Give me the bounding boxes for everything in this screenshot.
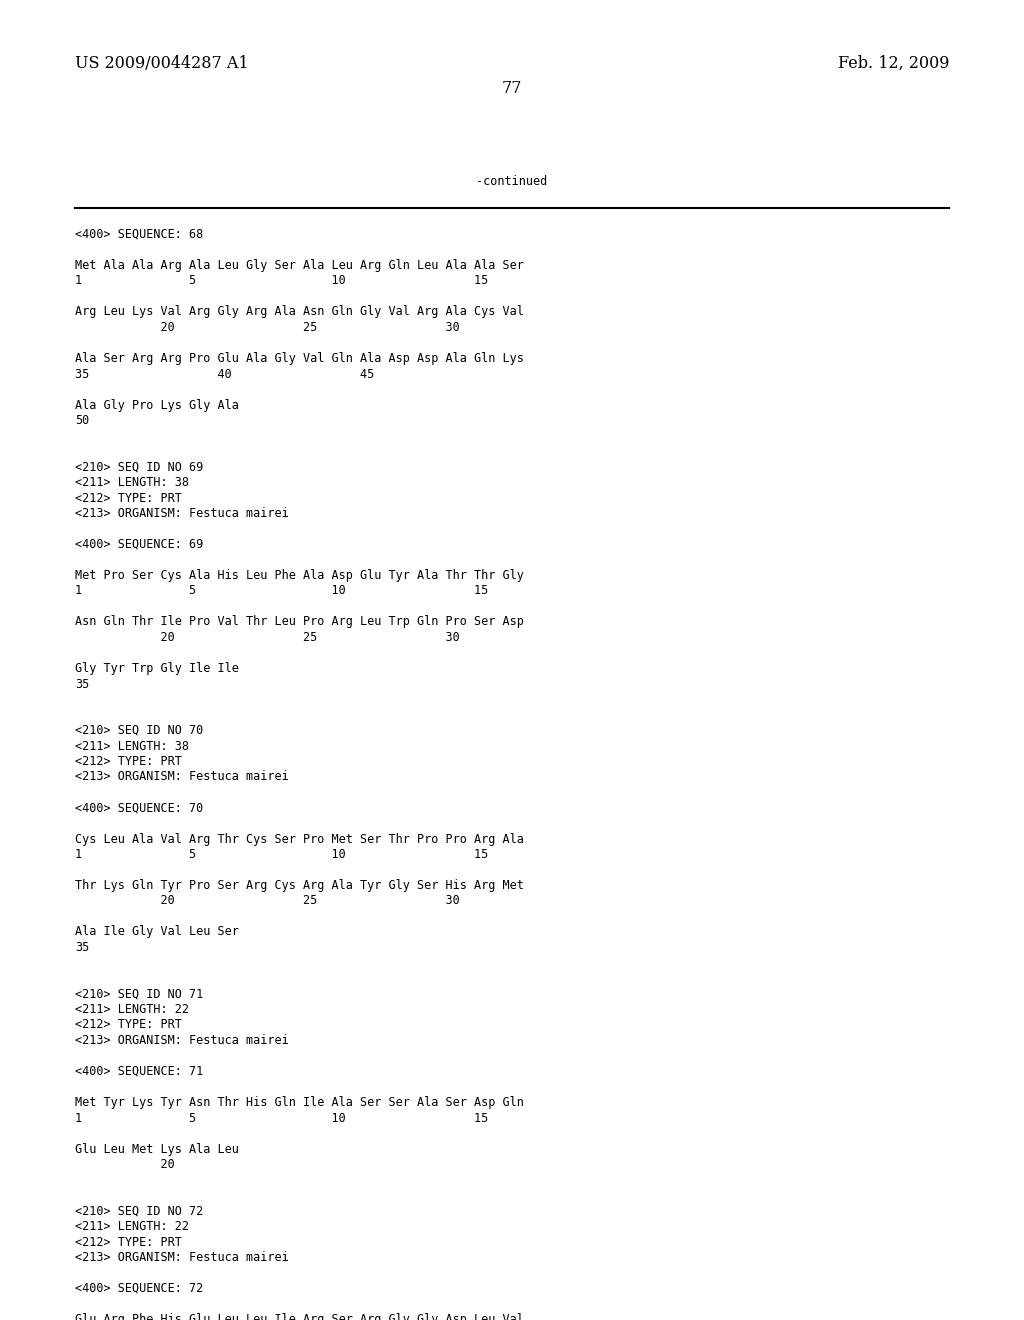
Text: 77: 77: [502, 81, 522, 96]
Text: <212> TYPE: PRT: <212> TYPE: PRT: [75, 1019, 182, 1031]
Text: <210> SEQ ID NO 69: <210> SEQ ID NO 69: [75, 461, 203, 474]
Text: US 2009/0044287 A1: US 2009/0044287 A1: [75, 55, 249, 73]
Text: <212> TYPE: PRT: <212> TYPE: PRT: [75, 1236, 182, 1249]
Text: <211> LENGTH: 22: <211> LENGTH: 22: [75, 1003, 189, 1016]
Text: <210> SEQ ID NO 71: <210> SEQ ID NO 71: [75, 987, 203, 1001]
Text: Ala Gly Pro Lys Gly Ala: Ala Gly Pro Lys Gly Ala: [75, 399, 239, 412]
Text: 20                  25                  30: 20 25 30: [75, 631, 460, 644]
Text: <213> ORGANISM: Festuca mairei: <213> ORGANISM: Festuca mairei: [75, 1251, 289, 1265]
Text: 35                  40                  45: 35 40 45: [75, 367, 374, 380]
Text: <213> ORGANISM: Festuca mairei: <213> ORGANISM: Festuca mairei: [75, 507, 289, 520]
Text: <400> SEQUENCE: 70: <400> SEQUENCE: 70: [75, 801, 203, 814]
Text: Asn Gln Thr Ile Pro Val Thr Leu Pro Arg Leu Trp Gln Pro Ser Asp: Asn Gln Thr Ile Pro Val Thr Leu Pro Arg …: [75, 615, 524, 628]
Text: <213> ORGANISM: Festuca mairei: <213> ORGANISM: Festuca mairei: [75, 1034, 289, 1047]
Text: Arg Leu Lys Val Arg Gly Arg Ala Asn Gln Gly Val Arg Ala Cys Val: Arg Leu Lys Val Arg Gly Arg Ala Asn Gln …: [75, 305, 524, 318]
Text: Glu Arg Phe His Glu Leu Leu Ile Arg Ser Arg Gly Gly Asp Leu Val: Glu Arg Phe His Glu Leu Leu Ile Arg Ser …: [75, 1313, 524, 1320]
Text: -continued: -continued: [476, 176, 548, 187]
Text: 1               5                   10                  15: 1 5 10 15: [75, 847, 488, 861]
Text: <212> TYPE: PRT: <212> TYPE: PRT: [75, 491, 182, 504]
Text: <400> SEQUENCE: 71: <400> SEQUENCE: 71: [75, 1065, 203, 1078]
Text: 1               5                   10                  15: 1 5 10 15: [75, 1111, 488, 1125]
Text: 20                  25                  30: 20 25 30: [75, 321, 460, 334]
Text: Ala Ser Arg Arg Pro Glu Ala Gly Val Gln Ala Asp Asp Ala Gln Lys: Ala Ser Arg Arg Pro Glu Ala Gly Val Gln …: [75, 352, 524, 366]
Text: 20: 20: [75, 1158, 175, 1171]
Text: 35: 35: [75, 941, 89, 954]
Text: Glu Leu Met Lys Ala Leu: Glu Leu Met Lys Ala Leu: [75, 1143, 239, 1155]
Text: Cys Leu Ala Val Arg Thr Cys Ser Pro Met Ser Thr Pro Pro Arg Ala: Cys Leu Ala Val Arg Thr Cys Ser Pro Met …: [75, 833, 524, 846]
Text: Met Tyr Lys Tyr Asn Thr His Gln Ile Ala Ser Ser Ala Ser Asp Gln: Met Tyr Lys Tyr Asn Thr His Gln Ile Ala …: [75, 1096, 524, 1109]
Text: <211> LENGTH: 38: <211> LENGTH: 38: [75, 739, 189, 752]
Text: <400> SEQUENCE: 68: <400> SEQUENCE: 68: [75, 228, 203, 242]
Text: Feb. 12, 2009: Feb. 12, 2009: [838, 55, 949, 73]
Text: Met Pro Ser Cys Ala His Leu Phe Ala Asp Glu Tyr Ala Thr Thr Gly: Met Pro Ser Cys Ala His Leu Phe Ala Asp …: [75, 569, 524, 582]
Text: <211> LENGTH: 38: <211> LENGTH: 38: [75, 477, 189, 488]
Text: Met Ala Ala Arg Ala Leu Gly Ser Ala Leu Arg Gln Leu Ala Ala Ser: Met Ala Ala Arg Ala Leu Gly Ser Ala Leu …: [75, 259, 524, 272]
Text: <210> SEQ ID NO 70: <210> SEQ ID NO 70: [75, 723, 203, 737]
Text: 1               5                   10                  15: 1 5 10 15: [75, 275, 488, 288]
Text: 50: 50: [75, 414, 89, 426]
Text: <211> LENGTH: 22: <211> LENGTH: 22: [75, 1220, 189, 1233]
Text: <213> ORGANISM: Festuca mairei: <213> ORGANISM: Festuca mairei: [75, 771, 289, 784]
Text: <400> SEQUENCE: 72: <400> SEQUENCE: 72: [75, 1282, 203, 1295]
Text: <400> SEQUENCE: 69: <400> SEQUENCE: 69: [75, 539, 203, 550]
Text: Gly Tyr Trp Gly Ile Ile: Gly Tyr Trp Gly Ile Ile: [75, 663, 239, 675]
Text: <212> TYPE: PRT: <212> TYPE: PRT: [75, 755, 182, 768]
Text: 1               5                   10                  15: 1 5 10 15: [75, 585, 488, 598]
Text: Ala Ile Gly Val Leu Ser: Ala Ile Gly Val Leu Ser: [75, 925, 239, 939]
Text: <210> SEQ ID NO 72: <210> SEQ ID NO 72: [75, 1204, 203, 1217]
Text: Thr Lys Gln Tyr Pro Ser Arg Cys Arg Ala Tyr Gly Ser His Arg Met: Thr Lys Gln Tyr Pro Ser Arg Cys Arg Ala …: [75, 879, 524, 892]
Text: 20                  25                  30: 20 25 30: [75, 895, 460, 908]
Text: 35: 35: [75, 677, 89, 690]
